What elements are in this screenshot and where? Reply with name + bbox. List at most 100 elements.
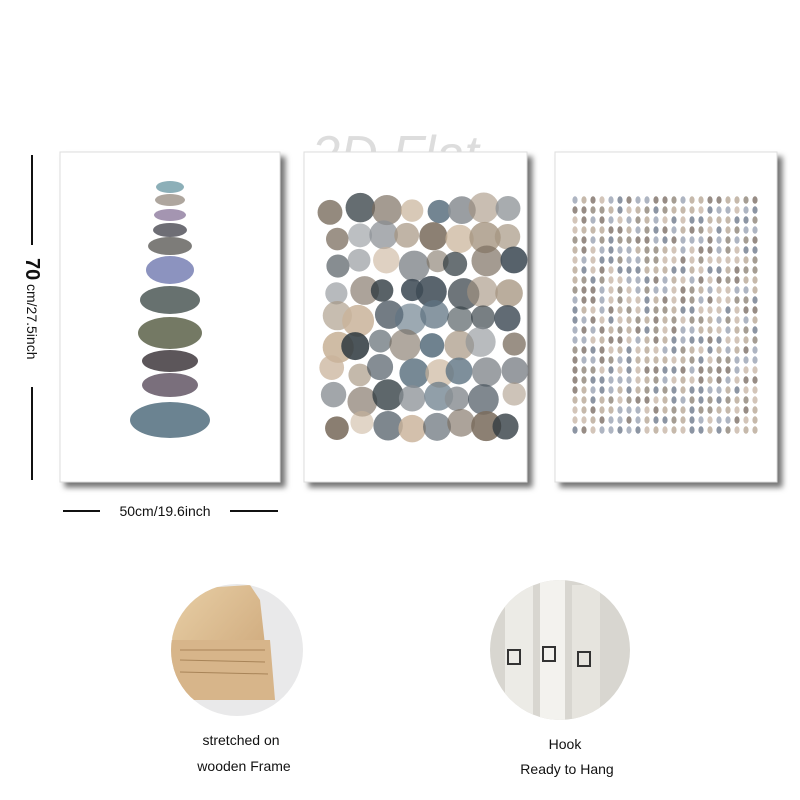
dot [680,416,686,424]
dot [662,306,668,314]
dot [680,256,686,264]
dot [608,406,614,414]
dot [716,346,722,354]
dot [599,326,605,334]
dot [716,326,722,334]
dot [752,276,758,284]
dot [590,216,596,224]
watercolor-circle [494,305,521,332]
dot [662,356,668,364]
dot [716,286,722,294]
dot [680,336,686,344]
dot [644,266,650,274]
dot [734,196,740,204]
dot [734,366,740,374]
dot [635,416,641,424]
watercolor-circle [419,222,448,251]
watercolor-circle [371,195,402,226]
dot [725,266,731,274]
dot [590,196,596,204]
dot [716,256,722,264]
dot [698,286,704,294]
dot [608,246,614,254]
dot [725,416,731,424]
label-bg [22,245,42,387]
dot [689,246,695,254]
dot [635,316,641,324]
dot [572,296,578,304]
dot [671,306,677,314]
dot [617,296,623,304]
dot [752,366,758,374]
dot [581,336,587,344]
stone [130,402,210,438]
dot [707,346,713,354]
dot [662,266,668,274]
dot [752,296,758,304]
dot [626,386,632,394]
dot [689,326,695,334]
watercolor-circle [368,329,392,353]
stone [153,223,187,237]
dot [725,286,731,294]
dot [707,236,713,244]
dot [653,416,659,424]
dot [716,206,722,214]
dot [671,386,677,394]
dot [698,196,704,204]
dot [626,296,632,304]
dot [581,366,587,374]
dot [617,266,623,274]
dot [608,236,614,244]
dot [653,206,659,214]
dot [617,396,623,404]
dot [689,356,695,364]
dot [572,256,578,264]
dot [572,366,578,374]
dot [626,416,632,424]
dot [743,406,749,414]
dot [725,306,731,314]
dot [716,246,722,254]
dot [662,286,668,294]
dot [608,396,614,404]
dot [725,386,731,394]
dot [644,326,650,334]
dot [716,306,722,314]
dot [689,206,695,214]
dot [617,256,623,264]
dot [644,346,650,354]
dot [617,306,623,314]
dot [572,326,578,334]
dot [626,316,632,324]
dot [707,266,713,274]
dot [734,326,740,334]
watercolor-circle [326,254,350,278]
dot [752,316,758,324]
dot [572,426,578,434]
watercolor-circle [495,279,523,307]
watercolor-circle [447,306,473,332]
dot [635,206,641,214]
watercolor-circle [467,384,499,415]
dot [581,326,587,334]
dot [743,266,749,274]
dot [653,426,659,434]
dot [734,296,740,304]
dot [725,256,731,264]
dot [653,226,659,234]
dot [572,246,578,254]
dot [599,426,605,434]
dot [599,216,605,224]
dot [626,256,632,264]
dot [626,306,632,314]
dot [680,296,686,304]
stone [154,209,186,221]
dot [608,196,614,204]
dot [590,266,596,274]
dot [572,306,578,314]
dot [617,326,623,334]
dot [680,216,686,224]
dot [671,246,677,254]
dot [626,396,632,404]
